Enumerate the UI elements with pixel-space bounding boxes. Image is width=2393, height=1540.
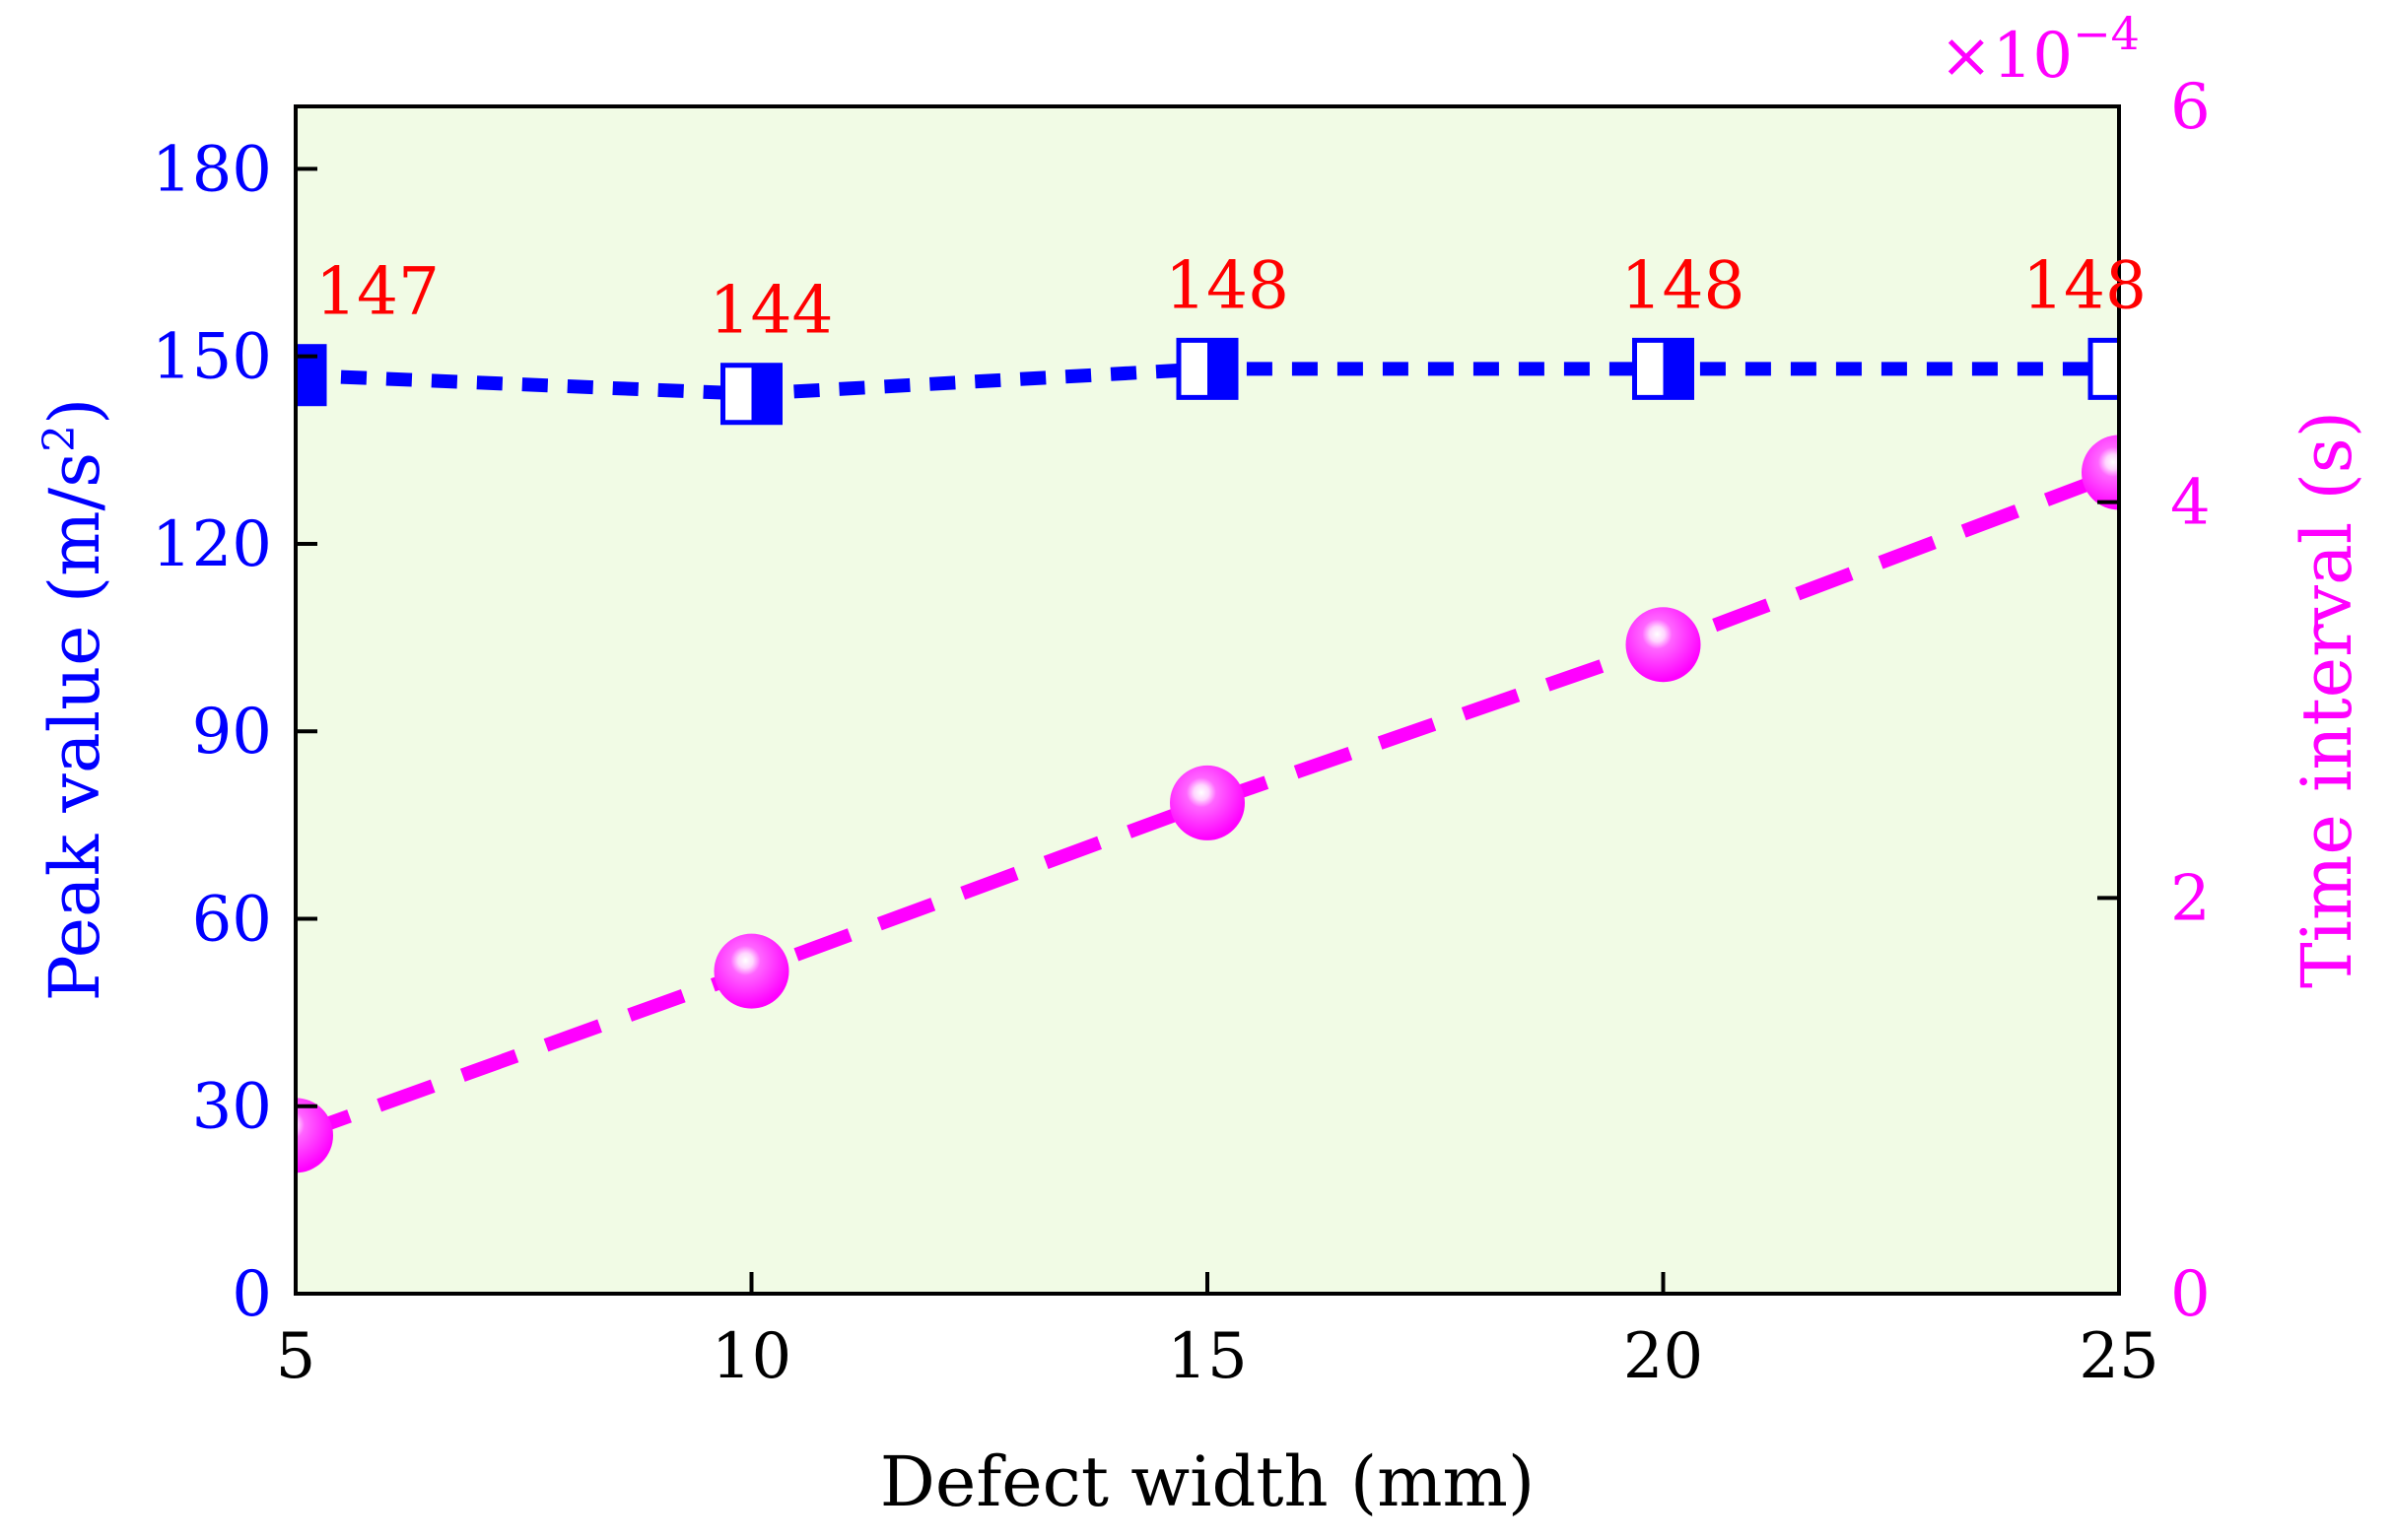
peak-marker-fill	[1663, 340, 1692, 398]
left-tick-label: 150	[152, 321, 272, 394]
right-axis-ticks: 0 2 4 6	[2097, 71, 2211, 1331]
peak-data-label: 148	[1621, 247, 1745, 323]
left-tick-label: 60	[192, 883, 272, 956]
left-tick-label: 30	[192, 1071, 272, 1144]
time-interval-marker	[1625, 607, 1701, 683]
left-axis-title-sup: 2	[34, 425, 85, 452]
x-tick-label: 25	[2079, 1320, 2158, 1393]
peak-marker-outline	[2087, 337, 2119, 400]
peak-marker-fill	[751, 365, 781, 423]
left-axis-ticks: 0 30 60 90 120 150 180	[152, 133, 317, 1331]
peak-data-label: 148	[1165, 247, 1289, 323]
x-tick-label: 10	[712, 1320, 791, 1393]
data-labels: 147 144 148 148 148	[315, 247, 2147, 348]
peak-marker-fill	[2119, 340, 2148, 397]
x-tick-label: 15	[1167, 1320, 1247, 1393]
right-tick-label: 4	[2170, 467, 2211, 540]
peak-value-marker	[2087, 337, 2148, 400]
time-interval-marker	[714, 933, 789, 1009]
peak-value-marker	[1176, 337, 1239, 400]
right-tick-label: 6	[2170, 71, 2211, 144]
left-tick-label: 0	[232, 1258, 272, 1331]
peak-data-label: 147	[315, 254, 440, 330]
time-interval-marker	[1170, 765, 1245, 840]
peak-value-marker	[296, 344, 327, 407]
time-interval-line	[296, 465, 2119, 1142]
right-axis-multiplier-base: ×10	[1940, 20, 2073, 93]
x-tick-label: 5	[276, 1320, 316, 1393]
peak-value-marker	[1632, 337, 1694, 400]
right-axis-multiplier-exp: −4	[2073, 7, 2140, 60]
peak-data-label: 148	[2022, 247, 2147, 323]
left-axis-title-main: Peak value (m/s	[34, 452, 115, 1001]
peak-marker-fill	[1207, 340, 1236, 398]
right-axis-multiplier: ×10−4	[1940, 7, 2140, 93]
left-axis-title: Peak value (m/s2)	[34, 398, 116, 1002]
series-layer	[296, 337, 2148, 1173]
time-interval-marker	[296, 1098, 333, 1173]
x-axis-title: Defect width (mm)	[880, 1441, 1535, 1522]
plot-background	[296, 106, 2119, 1294]
peak-value-marker	[720, 363, 783, 426]
time-interval-marker	[2082, 435, 2119, 510]
left-tick-label: 90	[192, 696, 272, 769]
left-tick-label: 120	[152, 508, 272, 581]
right-axis-title: Time interval (s)	[2287, 411, 2367, 988]
right-tick-label: 2	[2170, 862, 2211, 935]
x-axis-ticks: 5 10 15 20 25	[276, 1272, 2159, 1393]
left-axis-title-end: )	[34, 398, 115, 425]
left-tick-label: 180	[152, 133, 272, 206]
peak-data-label: 144	[710, 273, 834, 349]
right-tick-label: 0	[2170, 1258, 2211, 1331]
x-tick-label: 20	[1623, 1320, 1703, 1393]
